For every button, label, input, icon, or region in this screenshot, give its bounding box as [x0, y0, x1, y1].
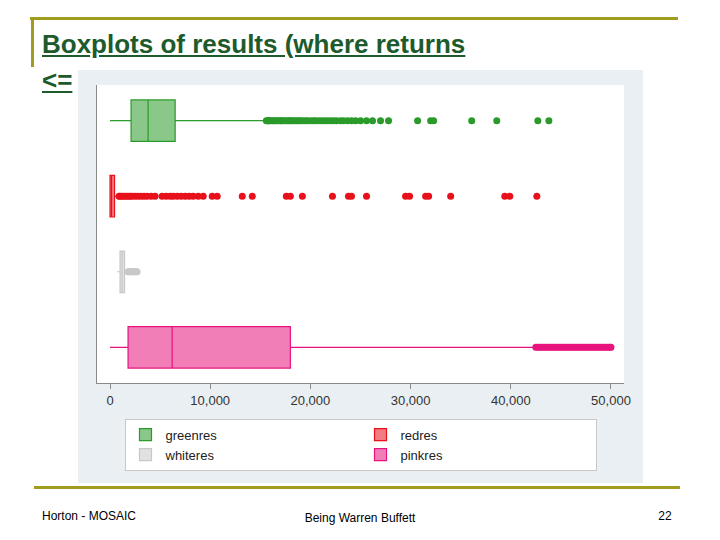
svg-text:40,000: 40,000: [491, 393, 531, 408]
html-text:Boxplots of results (where ret: Boxplots of results (where returns: [42, 29, 466, 59]
html-text:Being Warren Buffett: Being Warren Buffett: [304, 511, 416, 525]
svg-text:10,000: 10,000: [190, 393, 230, 408]
svg-text:whiteres: whiteres: [165, 448, 215, 463]
svg-text:pinkres: pinkres: [401, 448, 443, 463]
svg-text:greenres: greenres: [166, 428, 218, 443]
svg-text:50,000: 50,000: [591, 393, 631, 408]
html-text:22: 22: [658, 509, 672, 523]
svg-text:redres: redres: [401, 428, 438, 443]
svg-text:0: 0: [106, 393, 113, 408]
svg-text:30,000: 30,000: [391, 393, 431, 408]
svg-text:20,000: 20,000: [291, 393, 331, 408]
html-text:Horton - MOSAIC: Horton - MOSAIC: [42, 509, 136, 523]
